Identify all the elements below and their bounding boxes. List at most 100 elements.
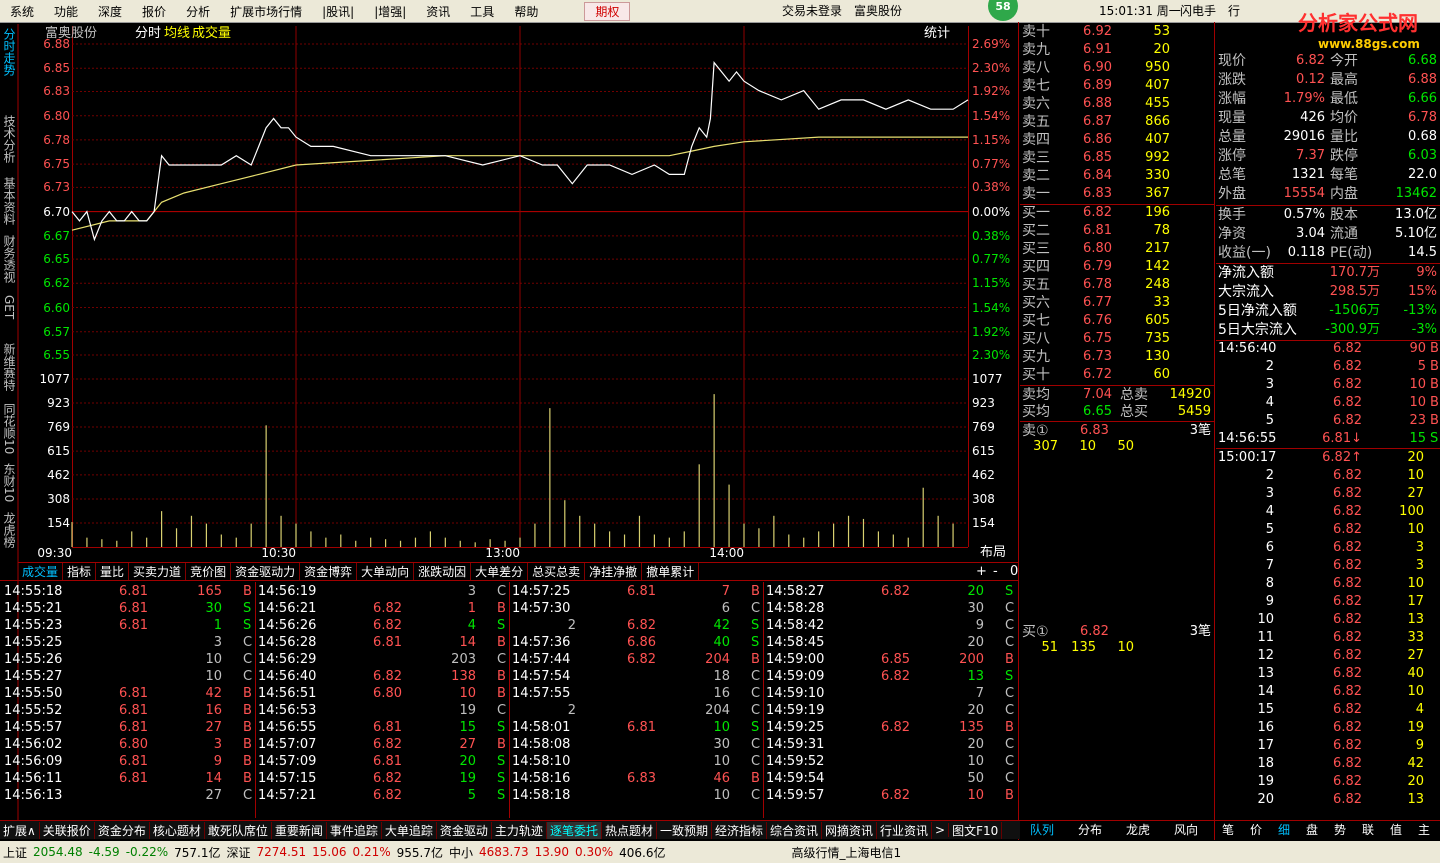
bottom-tab[interactable]: 逐笔委托 bbox=[546, 821, 602, 839]
bottom-tab[interactable]: 经济指标 bbox=[712, 821, 767, 839]
trade-time: 14:59:10 bbox=[766, 686, 825, 701]
trade-flag: C bbox=[751, 788, 761, 803]
tick-index: 10 bbox=[1257, 612, 1274, 627]
tick-index: 13 bbox=[1257, 666, 1274, 681]
menu-item[interactable]: 帮助 bbox=[514, 4, 539, 19]
menu-item[interactable]: 资讯 bbox=[426, 4, 451, 19]
chart-tab[interactable]: 竞价图 bbox=[186, 563, 232, 580]
bottom-tab[interactable]: 大单追踪 bbox=[382, 821, 437, 839]
book-volume: 407 bbox=[1145, 78, 1170, 93]
trade-volume: 18 bbox=[713, 669, 730, 684]
bottom-tab[interactable]: > bbox=[932, 823, 950, 837]
menu-item[interactable]: 系统 bbox=[10, 4, 35, 19]
bottom-tab[interactable]: 图文F10 bbox=[949, 821, 1003, 839]
bottom-tab[interactable]: 网摘资讯 bbox=[822, 821, 878, 839]
trade-flag: S bbox=[497, 618, 506, 633]
login-status: 交易未登录 bbox=[782, 4, 843, 18]
side-tab[interactable]: GET bbox=[2, 295, 16, 320]
trade-volume: 40 bbox=[713, 635, 730, 650]
trade-flag: S bbox=[497, 788, 506, 803]
badge-circle bbox=[988, 0, 1018, 21]
trade-time: 14:55:21 bbox=[4, 601, 63, 616]
quote-label: 外盘 bbox=[1218, 186, 1246, 202]
chart-tab[interactable]: 大单动向 bbox=[357, 563, 415, 580]
chart-tab[interactable]: 涨跌动因 bbox=[414, 563, 472, 580]
trade-price: 6.80 bbox=[119, 737, 148, 752]
bottom-tab[interactable]: 行业资讯 bbox=[877, 821, 933, 839]
bottom-tab[interactable]: 一致预期 bbox=[657, 821, 712, 839]
chart-tab[interactable]: 买卖力道 bbox=[129, 563, 187, 580]
tick-price: 6.82 bbox=[1333, 648, 1362, 663]
bottom-tab[interactable]: 综合资讯 bbox=[767, 821, 823, 839]
side-tab[interactable]: 分时走势 bbox=[2, 28, 16, 76]
tick-volume: 20 bbox=[1407, 774, 1424, 789]
side-tab[interactable]: 同花顺10 bbox=[2, 403, 16, 455]
tick-flag: B bbox=[1430, 413, 1439, 428]
bottom-tab[interactable]: 扩展∧ bbox=[0, 821, 40, 839]
quote-value: 6.88 bbox=[1408, 72, 1437, 87]
bottom-tab[interactable]: 资金驱动 bbox=[437, 821, 492, 839]
side-tab[interactable]: 龙虎榜 bbox=[2, 512, 16, 548]
status-item: 13.90 bbox=[534, 845, 569, 859]
chart-tab[interactable]: 撤单累计 bbox=[642, 563, 700, 580]
quote-value: 5.10亿 bbox=[1395, 226, 1437, 241]
badge: 58 bbox=[995, 0, 1011, 13]
chart-tab[interactable]: 成交量 bbox=[18, 563, 64, 580]
trade-time: 14:58:08 bbox=[512, 737, 571, 752]
trade-time: 14:59:57 bbox=[766, 788, 825, 803]
bottom-tab[interactable]: 热点题材 bbox=[602, 821, 657, 839]
bottom-tab[interactable]: 敢死队席位 bbox=[205, 821, 272, 839]
trade-volume: 10 bbox=[459, 686, 476, 701]
chart-tab[interactable]: 资金博弈 bbox=[300, 563, 358, 580]
book-label: 买均 bbox=[1022, 404, 1050, 420]
chart-tab[interactable]: 总买总卖 bbox=[528, 563, 586, 580]
menu-item[interactable]: 分析 bbox=[186, 4, 211, 19]
trade-flag: C bbox=[497, 652, 507, 667]
chart-tab[interactable]: 量比 bbox=[96, 563, 130, 580]
trade-price: 6.81 bbox=[119, 703, 148, 718]
menu-item[interactable]: 扩展市场行情 bbox=[230, 4, 303, 19]
trade-time: 14:57:09 bbox=[258, 754, 317, 769]
flow-value: -300.9万 bbox=[1325, 322, 1380, 337]
menu-item[interactable]: 工具 bbox=[470, 4, 495, 19]
quote-value: 6.78 bbox=[1408, 110, 1437, 125]
side-tab[interactable]: 财务透视 bbox=[2, 235, 16, 283]
side-tab[interactable]: 基本资料 bbox=[2, 177, 16, 225]
tick-volume: 9 bbox=[1415, 738, 1424, 753]
menu-item[interactable]: 报价 bbox=[142, 4, 167, 19]
bottom-tab[interactable]: 重要新闻 bbox=[272, 821, 327, 839]
quote-value: 0.12 bbox=[1296, 72, 1325, 87]
trade-time: 14:57:21 bbox=[258, 788, 317, 803]
menu-item[interactable]: |增强| bbox=[374, 4, 407, 19]
trade-flag: S bbox=[243, 601, 252, 616]
bottom-tab[interactable]: 关联报价 bbox=[40, 821, 95, 839]
bottom-tab[interactable]: 资金分布 bbox=[95, 821, 150, 839]
trade-price: 6.80 bbox=[373, 686, 402, 701]
chart-tab[interactable]: 大单差分 bbox=[471, 563, 529, 580]
trade-flag: S bbox=[1005, 584, 1014, 599]
quote-label: 今开 bbox=[1330, 53, 1358, 69]
side-tab[interactable]: 新维赛特 bbox=[2, 343, 16, 391]
quote-value: 7.37 bbox=[1296, 148, 1325, 163]
trade-price: 6.81 bbox=[627, 584, 656, 599]
trade-time: 14:56:02 bbox=[4, 737, 63, 752]
chart-tab[interactable]: 指标 bbox=[63, 563, 97, 580]
bottom-tab[interactable]: 事件追踪 bbox=[327, 821, 382, 839]
chart-tab[interactable]: 资金驱动力 bbox=[231, 563, 301, 580]
side-tab[interactable]: 东财10 bbox=[2, 463, 16, 503]
menu-item[interactable]: 功能 bbox=[54, 4, 79, 19]
menu-item[interactable]: |股讯| bbox=[322, 4, 355, 19]
bottom-tab[interactable]: 主力轨迹 bbox=[492, 821, 547, 839]
book-label: 卖七 bbox=[1022, 78, 1050, 94]
status-item: 4683.73 bbox=[479, 845, 529, 859]
menu-item[interactable]: 深度 bbox=[98, 4, 123, 19]
trade-flag: B bbox=[1005, 788, 1014, 803]
side-tab[interactable]: 技术分析 bbox=[2, 115, 16, 163]
book-price: 6.86 bbox=[1083, 132, 1112, 147]
menu-item[interactable]: 期权 bbox=[584, 1, 631, 21]
chart-tab[interactable]: 净挂净撤 bbox=[585, 563, 643, 580]
trade-volume: 27 bbox=[459, 737, 476, 752]
quote-value: 13.0亿 bbox=[1395, 207, 1437, 222]
bottom-tab[interactable]: 核心题材 bbox=[150, 821, 205, 839]
trade-volume: 3 bbox=[467, 584, 476, 599]
